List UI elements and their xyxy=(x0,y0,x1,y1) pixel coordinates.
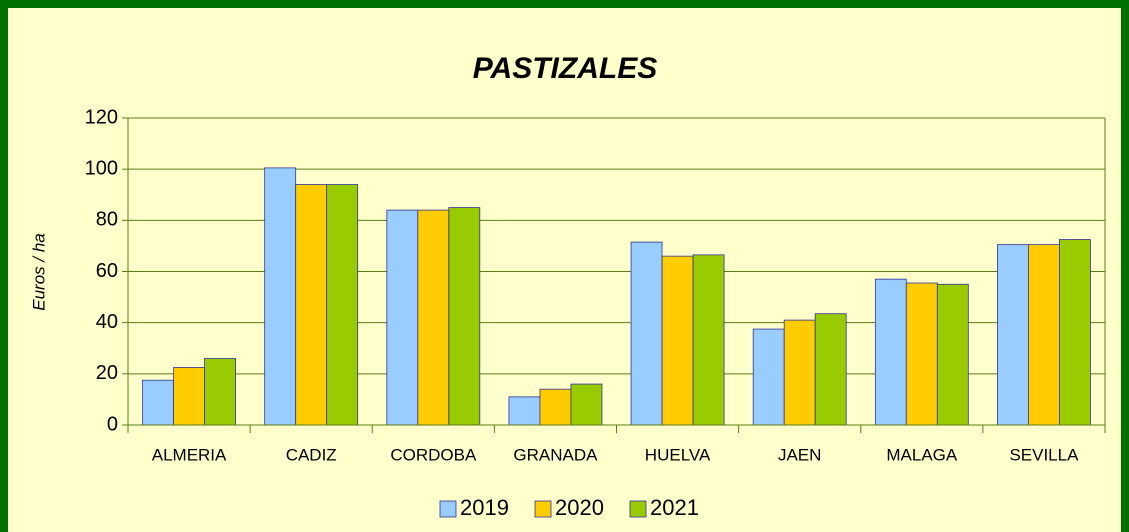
bar xyxy=(661,255,694,426)
bar xyxy=(386,209,419,426)
bar xyxy=(326,184,359,426)
legend-swatch xyxy=(534,500,552,518)
bar xyxy=(783,319,816,426)
bar xyxy=(570,383,603,426)
legend-label: 2020 xyxy=(555,495,604,520)
bar xyxy=(905,282,938,426)
x-tick-label: SEVILLA xyxy=(1009,445,1079,464)
legend-swatch xyxy=(629,500,647,518)
y-tick-label: 100 xyxy=(85,157,118,179)
legend-swatch xyxy=(439,500,457,518)
y-tick-label: 20 xyxy=(96,362,118,384)
bar xyxy=(173,367,205,426)
x-tick-label: GRANADA xyxy=(513,445,598,464)
bar xyxy=(264,167,297,426)
bar xyxy=(142,379,174,426)
y-tick-label: 0 xyxy=(107,413,118,435)
legend-label: 2019 xyxy=(460,495,509,520)
bar xyxy=(630,241,663,426)
x-tick-label: HUELVA xyxy=(645,445,711,464)
bar xyxy=(417,209,450,426)
y-tick-label: 40 xyxy=(96,311,118,333)
y-tick-label: 60 xyxy=(96,260,118,282)
legend-label: 2021 xyxy=(650,495,699,520)
x-tick-label: CADIZ xyxy=(286,445,337,464)
x-tick-label: JAEN xyxy=(778,445,821,464)
y-axis-label: Euros / ha xyxy=(29,233,48,311)
bar xyxy=(752,328,785,426)
bar xyxy=(295,184,328,426)
y-tick-label: 120 xyxy=(85,106,118,128)
bar xyxy=(874,278,907,426)
bar xyxy=(448,207,481,426)
bar xyxy=(539,388,572,426)
bar xyxy=(1028,244,1060,426)
bar xyxy=(692,254,725,426)
chart-title: PASTIZALES xyxy=(473,52,657,85)
x-tick-label: MALAGA xyxy=(886,445,958,464)
bar xyxy=(508,396,541,426)
y-tick-label: 80 xyxy=(96,209,118,231)
bar xyxy=(1059,239,1091,426)
x-tick-label: ALMERIA xyxy=(152,445,227,464)
bar xyxy=(814,313,847,426)
bar xyxy=(204,358,236,426)
bar xyxy=(997,244,1029,426)
bar xyxy=(936,283,969,426)
x-tick-label: CORDOBA xyxy=(390,445,477,464)
